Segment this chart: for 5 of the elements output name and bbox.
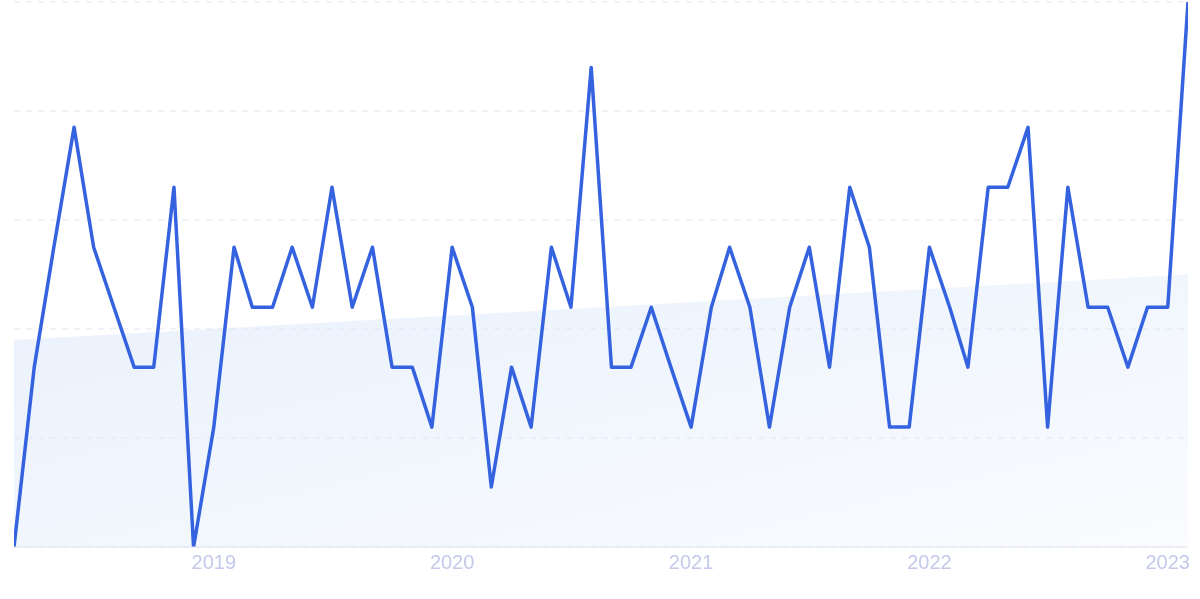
x-tick-label: 2019: [191, 551, 237, 574]
x-tick-label: 2021: [668, 551, 714, 574]
x-tick-label: 2022: [907, 551, 952, 574]
x-tick-label: 2023: [1145, 551, 1191, 574]
x-tick-label: 2020: [429, 551, 475, 574]
